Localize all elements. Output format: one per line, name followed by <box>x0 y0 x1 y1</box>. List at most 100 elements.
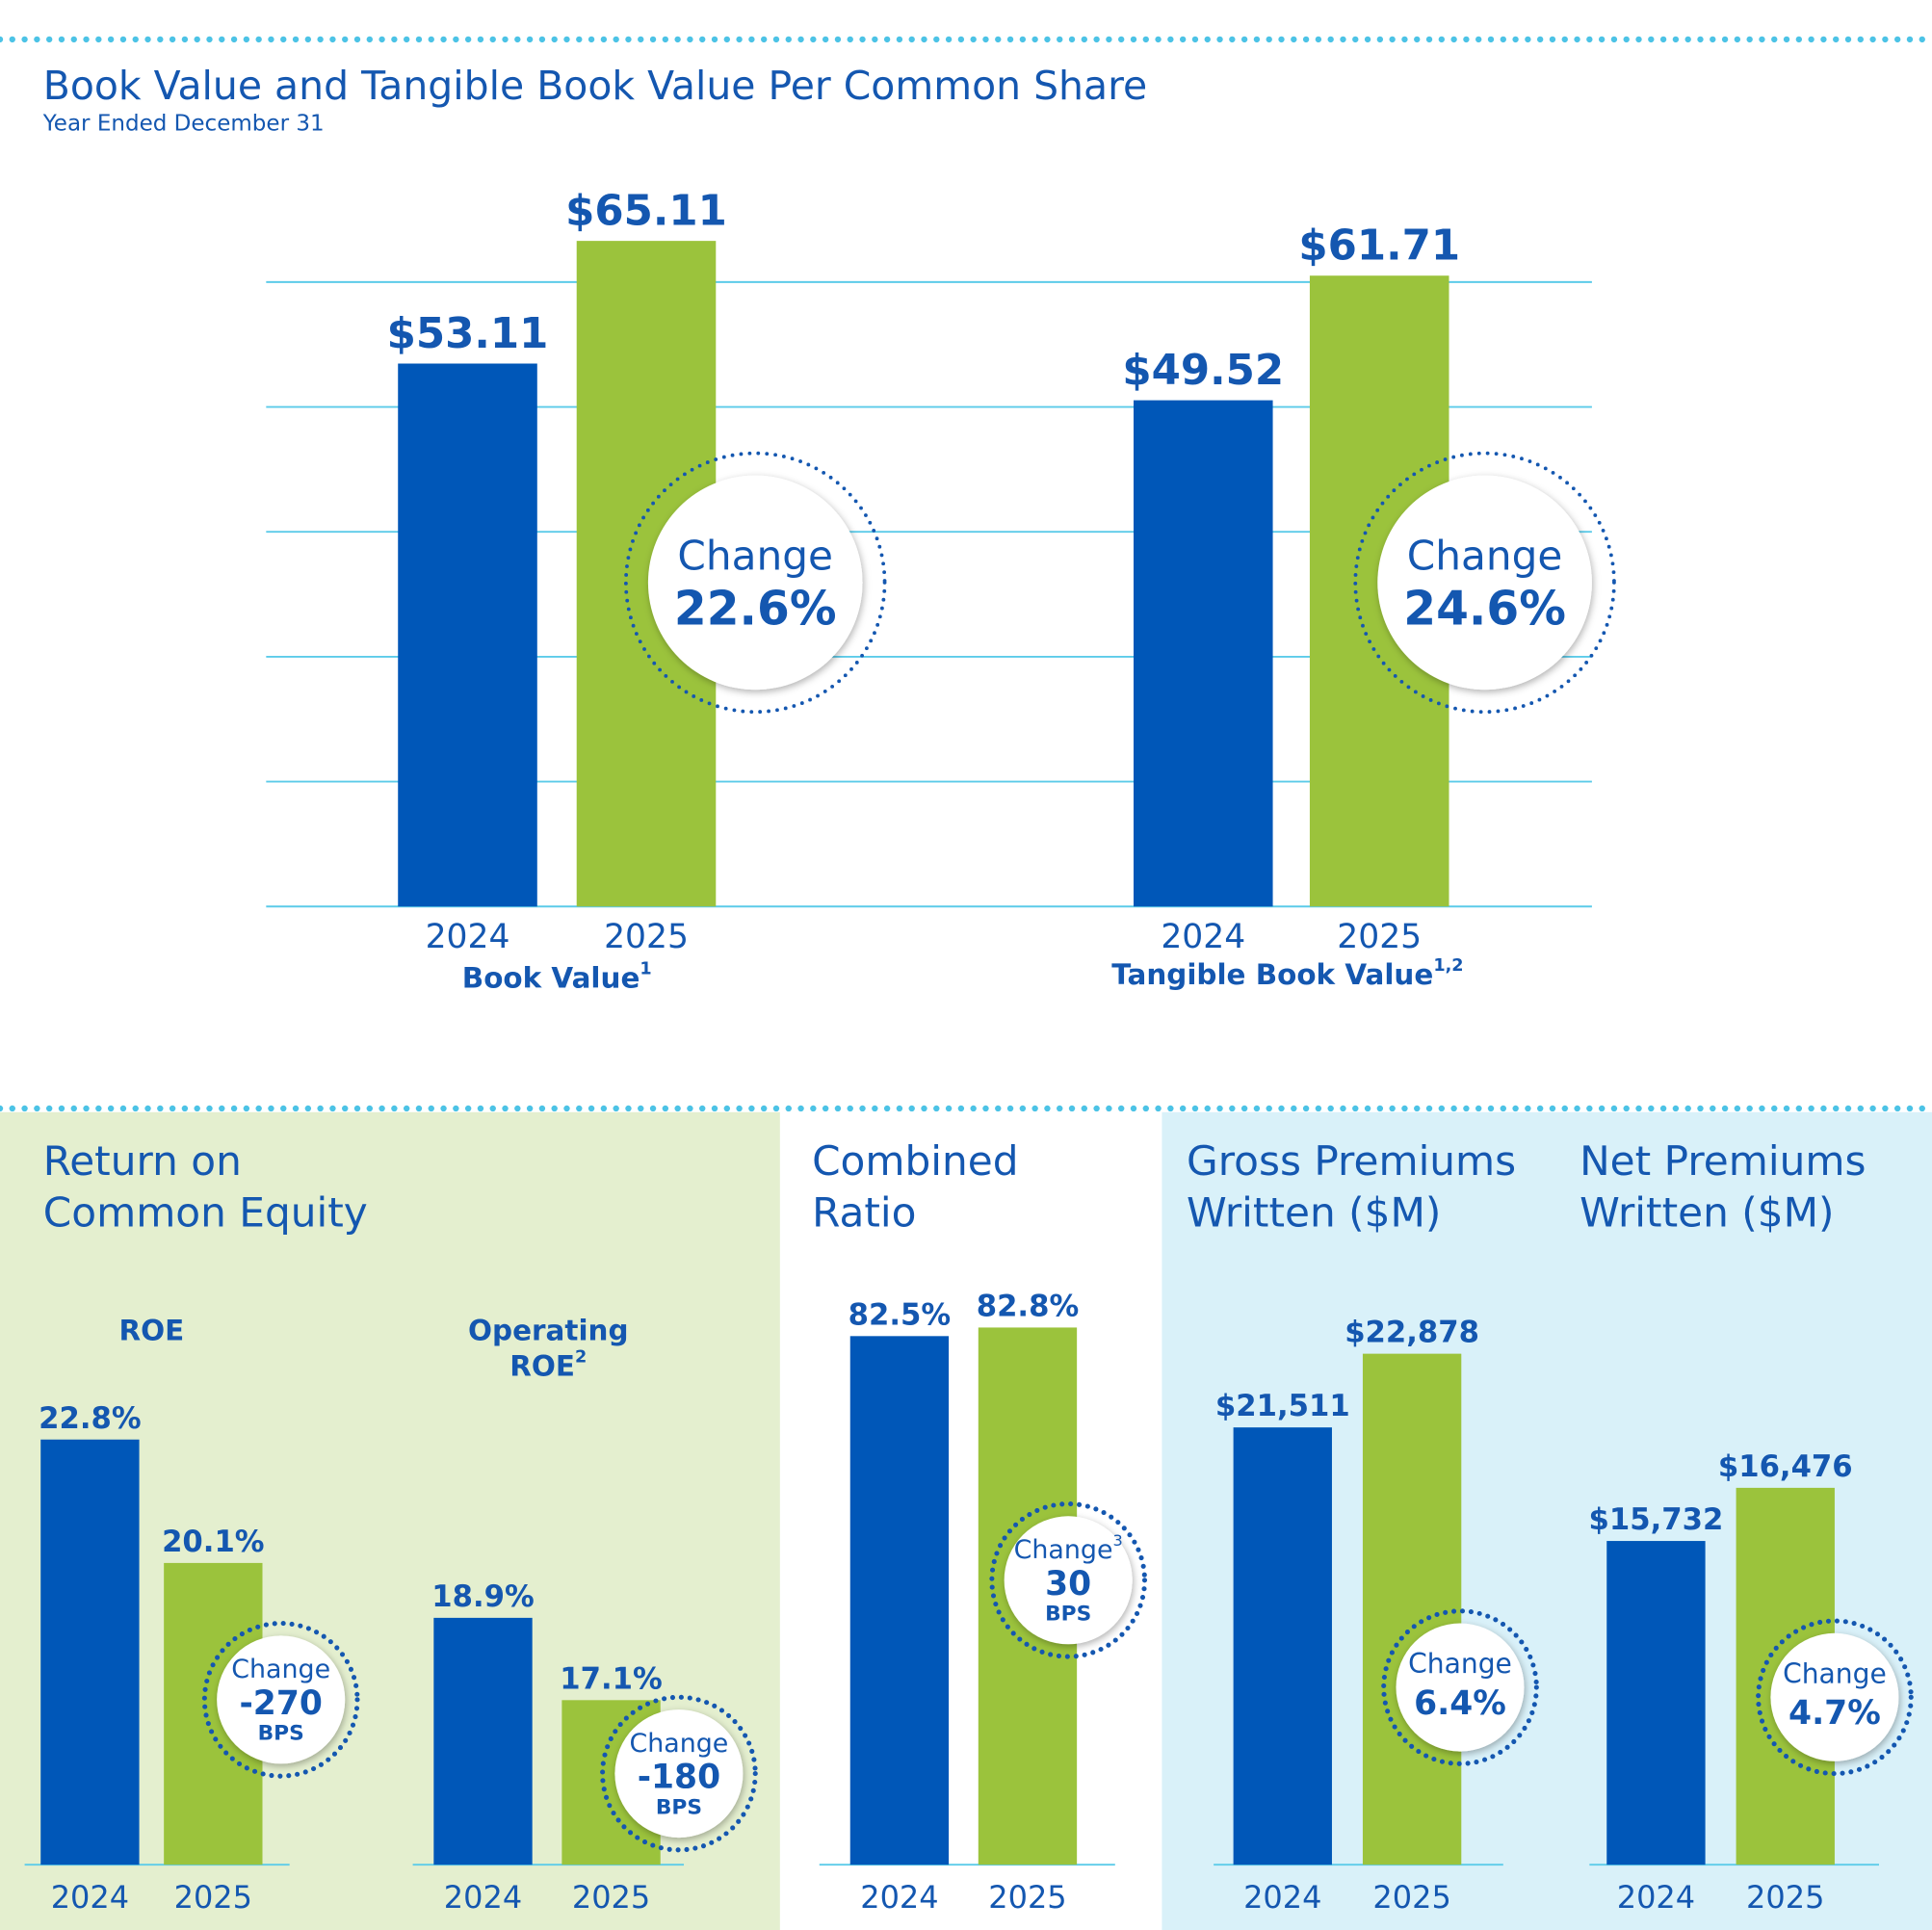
section-title: Written ($M) <box>1187 1189 1441 1237</box>
change-text-text: Change <box>231 1655 330 1684</box>
value-label: $53.11 <box>387 310 549 358</box>
change-text: -270 <box>239 1683 322 1722</box>
change-text-text: -270 <box>239 1683 322 1722</box>
chart-title: ROE2 <box>509 1348 587 1382</box>
change-badge <box>217 1635 346 1764</box>
section-title: Common Equity <box>43 1189 368 1237</box>
value-label: $49.52 <box>1122 347 1284 395</box>
bar <box>1233 1427 1332 1865</box>
title: Book Value and Tangible Book Value Per C… <box>43 63 1147 109</box>
footnote-mark: 1,2 <box>1433 956 1463 976</box>
change-text: BPS <box>656 1795 702 1819</box>
section-title: Net Premiums <box>1580 1137 1866 1185</box>
change-text-text: BPS <box>1045 1603 1091 1627</box>
change-text: 30 <box>1045 1564 1091 1603</box>
change-ring <box>1756 1618 1914 1777</box>
value-label: 82.5% <box>849 1298 951 1332</box>
bar <box>1133 400 1273 907</box>
footnote-mark: 1 <box>640 960 651 979</box>
change-text: Change <box>1408 1648 1512 1680</box>
change-text-text: BPS <box>258 1722 304 1746</box>
bar <box>1606 1541 1706 1865</box>
change-text-text: 24.6% <box>1403 583 1566 637</box>
change-text: Change <box>1783 1657 1887 1689</box>
change-badge <box>614 1709 744 1839</box>
change-ring <box>623 451 887 715</box>
change-ring <box>1353 451 1616 715</box>
change-badge <box>1004 1516 1133 1645</box>
change-text: BPS <box>1045 1603 1091 1627</box>
change-text-text: 4.7% <box>1788 1694 1881 1733</box>
value-label: 17.1% <box>560 1662 662 1696</box>
value-label: $15,732 <box>1589 1503 1724 1537</box>
change-text-text: -180 <box>638 1758 720 1796</box>
subtitle: Year Ended December 31 <box>42 112 325 137</box>
change-ring <box>1381 1608 1539 1766</box>
change-ring <box>201 1621 360 1779</box>
value-label: $22,878 <box>1345 1317 1479 1350</box>
value-label: $16,476 <box>1718 1450 1853 1484</box>
section-title: Return on <box>43 1137 242 1185</box>
value-label: 82.8% <box>977 1290 1079 1323</box>
x-tick-label: 2025 <box>1337 918 1422 956</box>
x-tick-label: 2025 <box>604 918 689 956</box>
x-tick-label: 2025 <box>988 1879 1066 1916</box>
change-badge <box>1770 1632 1899 1761</box>
change-text-text: Change <box>1783 1657 1887 1689</box>
group-label: Tangible Book Value1,2 <box>1111 956 1463 990</box>
bar <box>1362 1353 1462 1865</box>
footnote-mark: 3 <box>1112 1531 1122 1550</box>
value-label: 18.9% <box>431 1580 534 1614</box>
section-title: Combined <box>812 1137 1018 1185</box>
bar <box>398 363 537 907</box>
change-text-text: Change <box>629 1728 728 1758</box>
footnote-mark: 2 <box>575 1348 587 1368</box>
change-badge <box>1377 475 1592 691</box>
value-label: 20.1% <box>162 1526 264 1559</box>
chart-title-text: Operating <box>468 1314 628 1346</box>
x-tick-label: 2024 <box>860 1879 938 1916</box>
value-label: $21,511 <box>1215 1390 1350 1423</box>
bar <box>849 1336 950 1865</box>
value-label: $65.11 <box>565 188 727 236</box>
value-label: $61.71 <box>1298 222 1460 271</box>
x-tick-label: 2025 <box>174 1879 252 1916</box>
x-tick-label: 2024 <box>51 1879 129 1916</box>
change-text: BPS <box>258 1722 304 1746</box>
x-tick-label: 2024 <box>426 918 510 956</box>
chart-title: ROE <box>118 1314 184 1346</box>
x-tick-label: 2024 <box>1617 1879 1695 1916</box>
change-text: 22.6% <box>674 583 837 637</box>
chart-title-text: ROE <box>509 1349 575 1382</box>
chart-title-text: ROE <box>118 1314 184 1346</box>
change-text: Change <box>1407 532 1563 579</box>
change-ring <box>600 1694 758 1853</box>
value-label: 22.8% <box>39 1402 141 1436</box>
change-text-text: 6.4% <box>1414 1683 1506 1722</box>
change-text: -180 <box>638 1758 720 1796</box>
section-title: Ratio <box>812 1189 916 1237</box>
change-badge <box>1396 1623 1525 1752</box>
change-text: 24.6% <box>1403 583 1566 637</box>
x-tick-label: 2025 <box>1746 1879 1824 1916</box>
bar <box>433 1617 533 1865</box>
section-title: Gross Premiums <box>1187 1137 1516 1185</box>
section-title: Written ($M) <box>1580 1189 1834 1237</box>
group-label-text: Tangible Book Value <box>1111 957 1433 990</box>
x-tick-label: 2024 <box>444 1879 522 1916</box>
change-text-text: Change <box>1408 1648 1512 1680</box>
chart-title: Operating <box>468 1314 628 1346</box>
change-text: Change3 <box>1014 1531 1123 1564</box>
x-tick-label: 2025 <box>1372 1879 1450 1916</box>
change-badge <box>647 475 863 691</box>
change-text: 6.4% <box>1414 1683 1506 1722</box>
x-tick-label: 2024 <box>1243 1879 1321 1916</box>
change-text-text: Change <box>1407 532 1563 579</box>
change-text: Change <box>629 1728 728 1758</box>
change-text: Change <box>231 1655 330 1684</box>
change-text: Change <box>677 532 833 579</box>
change-ring <box>989 1500 1148 1659</box>
change-text-text: 22.6% <box>674 583 837 637</box>
